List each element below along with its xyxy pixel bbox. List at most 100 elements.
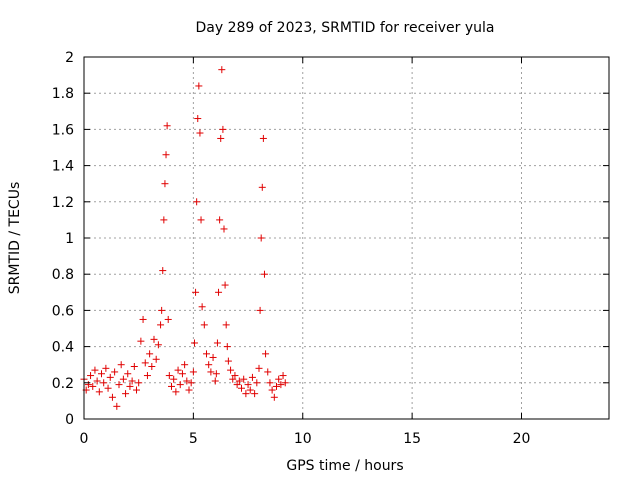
data-point	[222, 321, 230, 329]
data-point	[266, 379, 274, 387]
data-point	[157, 321, 165, 329]
data-point	[216, 216, 224, 224]
data-point	[193, 198, 201, 206]
data-point	[172, 388, 180, 396]
data-point	[264, 368, 272, 376]
data-point	[242, 390, 250, 398]
data-point	[220, 225, 228, 233]
data-point	[130, 363, 138, 371]
y-tick-label: 0.2	[52, 376, 74, 392]
data-point	[128, 377, 136, 385]
data-point	[200, 321, 208, 329]
chart-title: Day 289 of 2023, SRMTID for receiver yul…	[195, 20, 494, 36]
x-tick-label: 20	[513, 431, 531, 447]
data-point	[137, 337, 145, 345]
data-point	[215, 288, 223, 296]
data-point	[231, 372, 239, 380]
data-point	[218, 66, 226, 74]
x-tick-label: 10	[294, 431, 312, 447]
y-tick-label: 0.6	[52, 303, 74, 319]
data-point	[209, 353, 217, 361]
data-point	[259, 134, 267, 142]
data-point	[154, 341, 162, 349]
y-tick-label: 1.4	[52, 159, 74, 175]
data-point	[160, 216, 168, 224]
data-point	[195, 82, 203, 90]
data-point	[115, 381, 123, 389]
data-point	[89, 382, 97, 390]
data-point	[281, 379, 289, 387]
y-tick-label: 2	[65, 50, 74, 66]
data-point	[240, 375, 248, 383]
data-point	[124, 370, 132, 378]
y-tick-label: 1.8	[52, 86, 74, 102]
data-point	[162, 151, 170, 159]
data-point	[277, 381, 285, 389]
data-point	[207, 368, 215, 376]
data-point	[258, 183, 266, 191]
data-point	[102, 364, 110, 372]
data-point	[257, 234, 265, 242]
x-tick-label: 5	[189, 431, 198, 447]
data-point	[133, 386, 140, 394]
x-axis-label: GPS time / hours	[286, 458, 403, 474]
data-point	[197, 216, 205, 224]
data-point	[148, 363, 156, 371]
data-point	[181, 361, 189, 369]
data-point	[174, 366, 182, 374]
data-point	[108, 393, 116, 401]
y-tick-label: 1	[65, 231, 74, 247]
data-point	[113, 402, 121, 410]
data-point	[84, 381, 92, 389]
data-point	[168, 382, 175, 390]
data-point	[150, 335, 158, 343]
data-point	[159, 267, 167, 275]
data-point	[170, 375, 178, 383]
data-point	[273, 382, 280, 390]
data-point	[98, 370, 105, 378]
data-point	[163, 122, 171, 130]
data-point	[279, 372, 287, 380]
x-tick-label: 15	[403, 431, 421, 447]
data-point	[126, 382, 134, 390]
data-point	[139, 315, 147, 323]
data-point	[213, 339, 221, 347]
data-point	[253, 379, 261, 387]
data-point	[217, 134, 225, 142]
data-point	[246, 386, 254, 394]
data-point	[198, 303, 206, 311]
data-point	[178, 370, 186, 378]
data-point	[260, 270, 268, 278]
data-point	[161, 180, 169, 188]
data-point	[227, 366, 235, 374]
data-point	[143, 372, 151, 380]
data-point	[152, 355, 160, 363]
data-point	[183, 377, 191, 385]
data-point	[205, 361, 213, 369]
data-point	[187, 379, 195, 387]
data-point	[251, 390, 259, 398]
data-point	[229, 375, 237, 383]
data-point	[196, 129, 204, 137]
data-point	[203, 350, 210, 358]
data-point	[219, 125, 227, 133]
data-point	[224, 357, 232, 365]
data-point	[238, 384, 245, 392]
axis-ticks: 00.20.40.60.811.21.41.61.820 5 10 15 20	[52, 50, 609, 447]
data-point	[164, 315, 172, 323]
data-point	[95, 388, 103, 396]
data-point	[235, 377, 243, 385]
y-tick-label: 0.4	[52, 340, 74, 356]
data-point	[262, 350, 270, 358]
data-point	[192, 288, 200, 296]
data-point	[158, 306, 166, 314]
data-point	[211, 377, 219, 385]
x-tick-label: 0	[80, 431, 89, 447]
data-point	[244, 381, 252, 389]
data-point	[135, 379, 143, 387]
data-point	[104, 384, 112, 392]
data-point	[119, 375, 127, 383]
data-point	[87, 372, 95, 380]
data-point	[255, 364, 263, 372]
